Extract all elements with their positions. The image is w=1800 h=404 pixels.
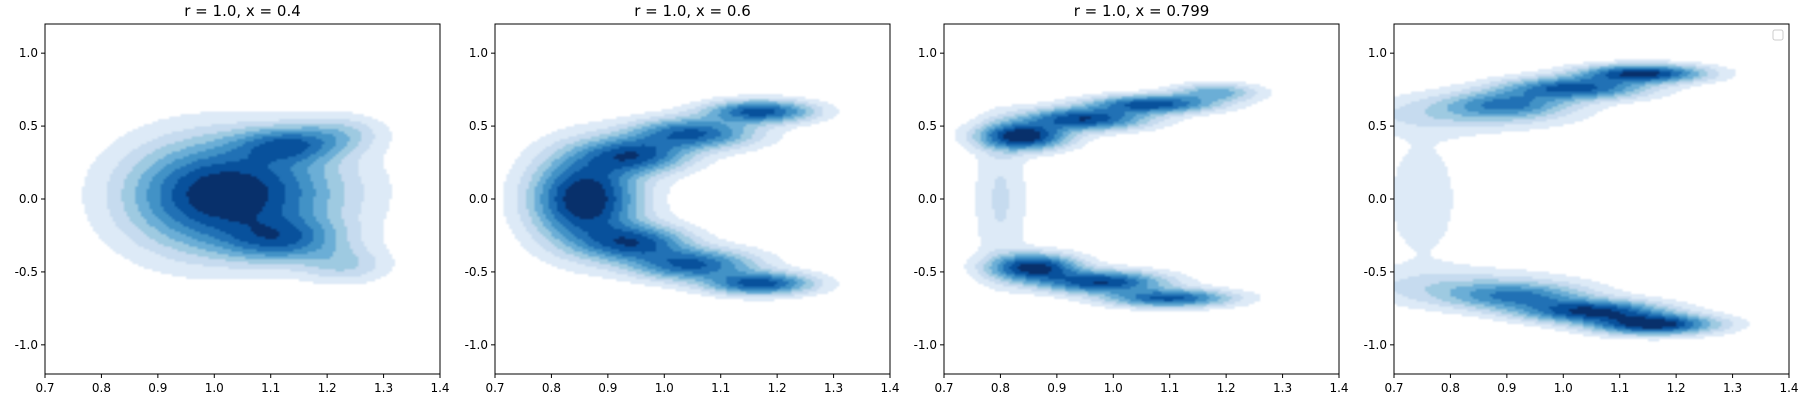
x-tick-label: 1.1: [1160, 381, 1179, 395]
x-tick-label: 0.7: [35, 381, 54, 395]
y-tick-label: -1.0: [1364, 338, 1387, 352]
panel-2: 0.7 0.8 0.9 1.0 1.1 1.2 1.3 1.4 1.0 0.5 0.0 -0.5 -1.…: [465, 2, 900, 395]
panel-title: r = 1.0, x = 0.799: [1074, 2, 1210, 20]
x-tick-label: 0.9: [1047, 381, 1066, 395]
y-tick-label: 1.0: [19, 46, 38, 60]
x-tick-label: 0.8: [92, 381, 111, 395]
x-tick-label: 1.1: [261, 381, 280, 395]
kde-density-contours: [45, 24, 440, 374]
x-tick-label: 0.7: [1384, 381, 1403, 395]
x-tick-label: 1.1: [711, 381, 730, 395]
y-tick-label: -0.5: [914, 265, 937, 279]
kde-density-contours: [1394, 24, 1789, 374]
x-tick-label: 1.3: [374, 381, 393, 395]
y-tick-label: -1.0: [914, 338, 937, 352]
panel-4: 0.7 0.8 0.9 1.0 1.1 1.2 1.3 1.4 1.0 0.5 0.0 -0.5 -1.…: [1364, 23, 1799, 395]
x-tick-label: 1.2: [768, 381, 787, 395]
legend-box: [1772, 29, 1784, 41]
kde-density-contours: [944, 24, 1339, 374]
x-tick-label: 0.9: [1497, 381, 1516, 395]
x-tick-label: 1.2: [1667, 381, 1686, 395]
kde-density-contours: [495, 24, 890, 374]
x-tick-label: 1.0: [205, 381, 224, 395]
x-tick-label: 1.3: [1723, 381, 1742, 395]
panel-1: 0.7 0.8 0.9 1.0 1.1 1.2 1.3 1.4 1.0 0.5 0.0 -0.5 -1.…: [15, 2, 450, 395]
x-tick-label: 1.0: [655, 381, 674, 395]
panel-3: 0.7 0.8 0.9 1.0 1.1 1.2 1.3 1.4 1.0 0.5 0.0 -0.5 -1.…: [914, 2, 1349, 395]
x-tick-label: 1.3: [1273, 381, 1292, 395]
y-tick-label: 0.0: [19, 192, 38, 206]
y-tick-label: 0.0: [1368, 192, 1387, 206]
x-tick-label: 1.4: [430, 381, 449, 395]
y-tick-label: -0.5: [465, 265, 488, 279]
y-tick-label: 1.0: [1368, 46, 1387, 60]
x-tick-label: 1.3: [824, 381, 843, 395]
y-tick-label: -0.5: [1364, 265, 1387, 279]
y-tick-label: 1.0: [918, 46, 937, 60]
x-tick-label: 1.2: [1217, 381, 1236, 395]
y-tick-label: -1.0: [465, 338, 488, 352]
y-tick-label: 0.0: [918, 192, 937, 206]
x-tick-label: 1.0: [1104, 381, 1123, 395]
x-tick-label: 1.0: [1554, 381, 1573, 395]
panel-title: r = 1.0, x = 0.4: [184, 2, 301, 20]
y-tick-label: 0.0: [469, 192, 488, 206]
x-tick-label: 1.4: [1779, 381, 1798, 395]
y-tick-label: 0.5: [19, 119, 38, 133]
x-tick-label: 0.8: [991, 381, 1010, 395]
x-tick-label: 0.9: [148, 381, 167, 395]
x-tick-label: 0.7: [934, 381, 953, 395]
y-tick-label: 0.5: [1368, 119, 1387, 133]
x-tick-label: 1.1: [1610, 381, 1629, 395]
x-tick-label: 0.9: [598, 381, 617, 395]
x-tick-label: 0.8: [1441, 381, 1460, 395]
y-tick-label: 0.5: [918, 119, 937, 133]
y-tick-label: 1.0: [469, 46, 488, 60]
x-tick-label: 1.4: [1329, 381, 1348, 395]
x-tick-label: 0.8: [542, 381, 561, 395]
panel-title: r = 1.0, x = 0.6: [634, 2, 751, 20]
y-tick-label: -1.0: [15, 338, 38, 352]
y-tick-label: -0.5: [15, 265, 38, 279]
y-tick-label: 0.5: [469, 119, 488, 133]
x-tick-label: 1.4: [880, 381, 899, 395]
x-tick-label: 0.7: [485, 381, 504, 395]
x-tick-label: 1.2: [318, 381, 337, 395]
